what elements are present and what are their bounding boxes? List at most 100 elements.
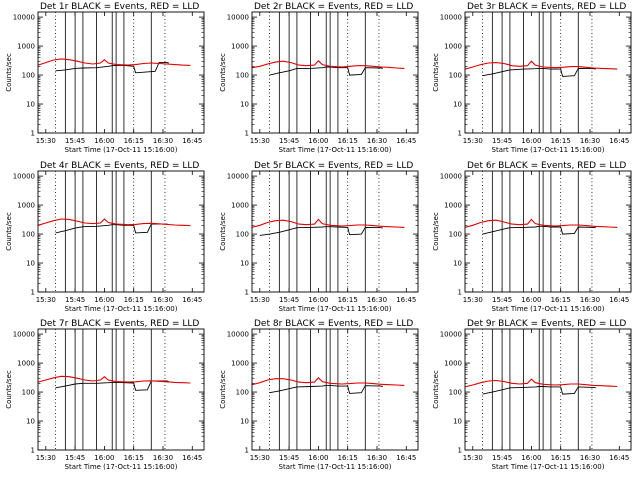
x-tick-label: 16:30: [580, 137, 600, 145]
x-tick-label: 16:45: [182, 454, 202, 462]
y-tick-label: 10000: [227, 331, 249, 339]
y-tick-label: 1: [31, 447, 35, 455]
y-tick-label: 1: [458, 447, 462, 455]
y-tick-label: 1: [458, 130, 462, 138]
y-tick-label: 10: [26, 418, 35, 426]
panel-title: Det 4r BLACK = Events, RED = LLD: [40, 161, 199, 171]
plot-frame: [464, 170, 632, 293]
x-axis-label: Start Time (17-Oct-11 15:16:00): [492, 305, 605, 313]
x-tick-label: 16:15: [551, 137, 571, 145]
y-tick-label: 10: [453, 101, 462, 109]
y-tick-label: 10000: [13, 331, 35, 339]
y-tick-label: 10: [240, 101, 249, 109]
events-series-line: [55, 62, 169, 74]
y-tick-label: 10: [26, 260, 35, 268]
x-tick-label: 15:30: [250, 454, 270, 462]
y-axis-label: Counts/sec: [432, 370, 440, 409]
x-tick-label: 16:15: [338, 296, 358, 304]
plot-frame: [464, 328, 632, 451]
y-tick-label: 100: [236, 72, 249, 80]
x-axis-label: Start Time (17-Oct-11 15:16:00): [65, 463, 178, 471]
x-tick-label: 15:45: [492, 454, 512, 462]
y-tick-label: 1000: [444, 43, 462, 51]
detector-panel: Det 5r BLACK = Events, RED = LLD Counts/s…: [219, 161, 419, 313]
x-tick-label: 16:00: [94, 454, 114, 462]
y-tick-label: 100: [236, 231, 249, 239]
x-tick-label: 15:30: [463, 296, 483, 304]
x-tick-label: 16:45: [182, 137, 202, 145]
panel-title: Det 9r BLACK = Events, RED = LLD: [467, 319, 626, 329]
panel-title: Det 8r BLACK = Events, RED = LLD: [254, 319, 413, 329]
y-tick-label: 10: [26, 101, 35, 109]
panel-title: Det 2r BLACK = Events, RED = LLD: [254, 2, 413, 12]
x-tick-label: 16:15: [551, 296, 571, 304]
y-tick-label: 1000: [17, 360, 35, 368]
y-axis-label: Counts/sec: [219, 53, 227, 92]
lld-series-line: [464, 60, 618, 70]
y-tick-label: 100: [236, 389, 249, 397]
detector-panel: Det 3r BLACK = Events, RED = LLD Counts/s…: [432, 2, 632, 154]
x-axis-label: Start Time (17-Oct-11 15:16:00): [279, 463, 392, 471]
x-tick-label: 16:45: [609, 137, 629, 145]
x-tick-label: 16:30: [153, 296, 173, 304]
events-series-line: [269, 384, 383, 394]
detector-panel: Det 6r BLACK = Events, RED = LLD Counts/s…: [432, 161, 632, 313]
panel-title: Det 5r BLACK = Events, RED = LLD: [254, 161, 413, 171]
events-series-line: [482, 386, 596, 395]
events-series-line: [482, 225, 596, 235]
x-tick-label: 15:45: [65, 454, 85, 462]
x-tick-label: 15:30: [250, 296, 270, 304]
lld-series-line: [37, 375, 191, 384]
x-tick-label: 16:45: [609, 296, 629, 304]
x-tick-label: 16:15: [124, 296, 144, 304]
x-tick-label: 15:45: [492, 296, 512, 304]
lld-series-line: [37, 58, 191, 66]
x-tick-label: 16:00: [521, 296, 541, 304]
y-tick-label: 10: [240, 260, 249, 268]
x-tick-label: 16:00: [308, 137, 328, 145]
y-tick-label: 10: [240, 418, 249, 426]
x-tick-label: 16:30: [580, 454, 600, 462]
events-series-line: [259, 226, 383, 236]
x-tick-label: 15:30: [36, 296, 56, 304]
x-tick-label: 15:30: [36, 137, 56, 145]
y-tick-label: 1: [31, 130, 35, 138]
x-tick-label: 16:00: [94, 296, 114, 304]
y-tick-label: 10000: [13, 14, 35, 22]
x-tick-label: 16:30: [580, 296, 600, 304]
y-tick-label: 1000: [444, 360, 462, 368]
x-tick-label: 16:30: [367, 454, 387, 462]
plot-frame: [251, 170, 419, 293]
y-tick-label: 10000: [440, 331, 462, 339]
x-axis-label: Start Time (17-Oct-11 15:16:00): [279, 146, 392, 154]
x-tick-label: 15:45: [279, 454, 299, 462]
x-tick-label: 16:15: [124, 137, 144, 145]
detector-panel: Det 4r BLACK = Events, RED = LLD Counts/s…: [5, 161, 205, 313]
x-tick-label: 15:30: [250, 137, 270, 145]
x-axis-label: Start Time (17-Oct-11 15:16:00): [492, 463, 605, 471]
panel-title: Det 3r BLACK = Events, RED = LLD: [467, 2, 626, 12]
y-axis-label: Counts/sec: [219, 370, 227, 409]
y-tick-label: 1000: [231, 43, 249, 51]
y-tick-label: 1000: [17, 202, 35, 210]
panel-title: Det 1r BLACK = Events, RED = LLD: [40, 2, 199, 12]
y-tick-label: 100: [22, 389, 35, 397]
lld-series-line: [251, 377, 405, 386]
x-tick-label: 16:45: [182, 296, 202, 304]
y-tick-label: 1: [458, 289, 462, 297]
x-tick-label: 15:30: [36, 454, 56, 462]
y-tick-label: 1000: [444, 202, 462, 210]
plot-frame: [251, 328, 419, 451]
x-tick-label: 16:00: [521, 137, 541, 145]
x-tick-label: 16:30: [153, 454, 173, 462]
lld-series-line: [251, 60, 405, 69]
y-tick-label: 1000: [231, 360, 249, 368]
y-axis-label: Counts/sec: [432, 212, 440, 251]
x-tick-label: 16:45: [396, 454, 416, 462]
panel-title: Det 7r BLACK = Events, RED = LLD: [40, 319, 199, 329]
x-axis-label: Start Time (17-Oct-11 15:16:00): [279, 305, 392, 313]
detector-panel: Det 1r BLACK = Events, RED = LLD Counts/s…: [5, 2, 205, 154]
x-tick-label: 15:30: [463, 137, 483, 145]
x-tick-label: 16:30: [367, 296, 387, 304]
